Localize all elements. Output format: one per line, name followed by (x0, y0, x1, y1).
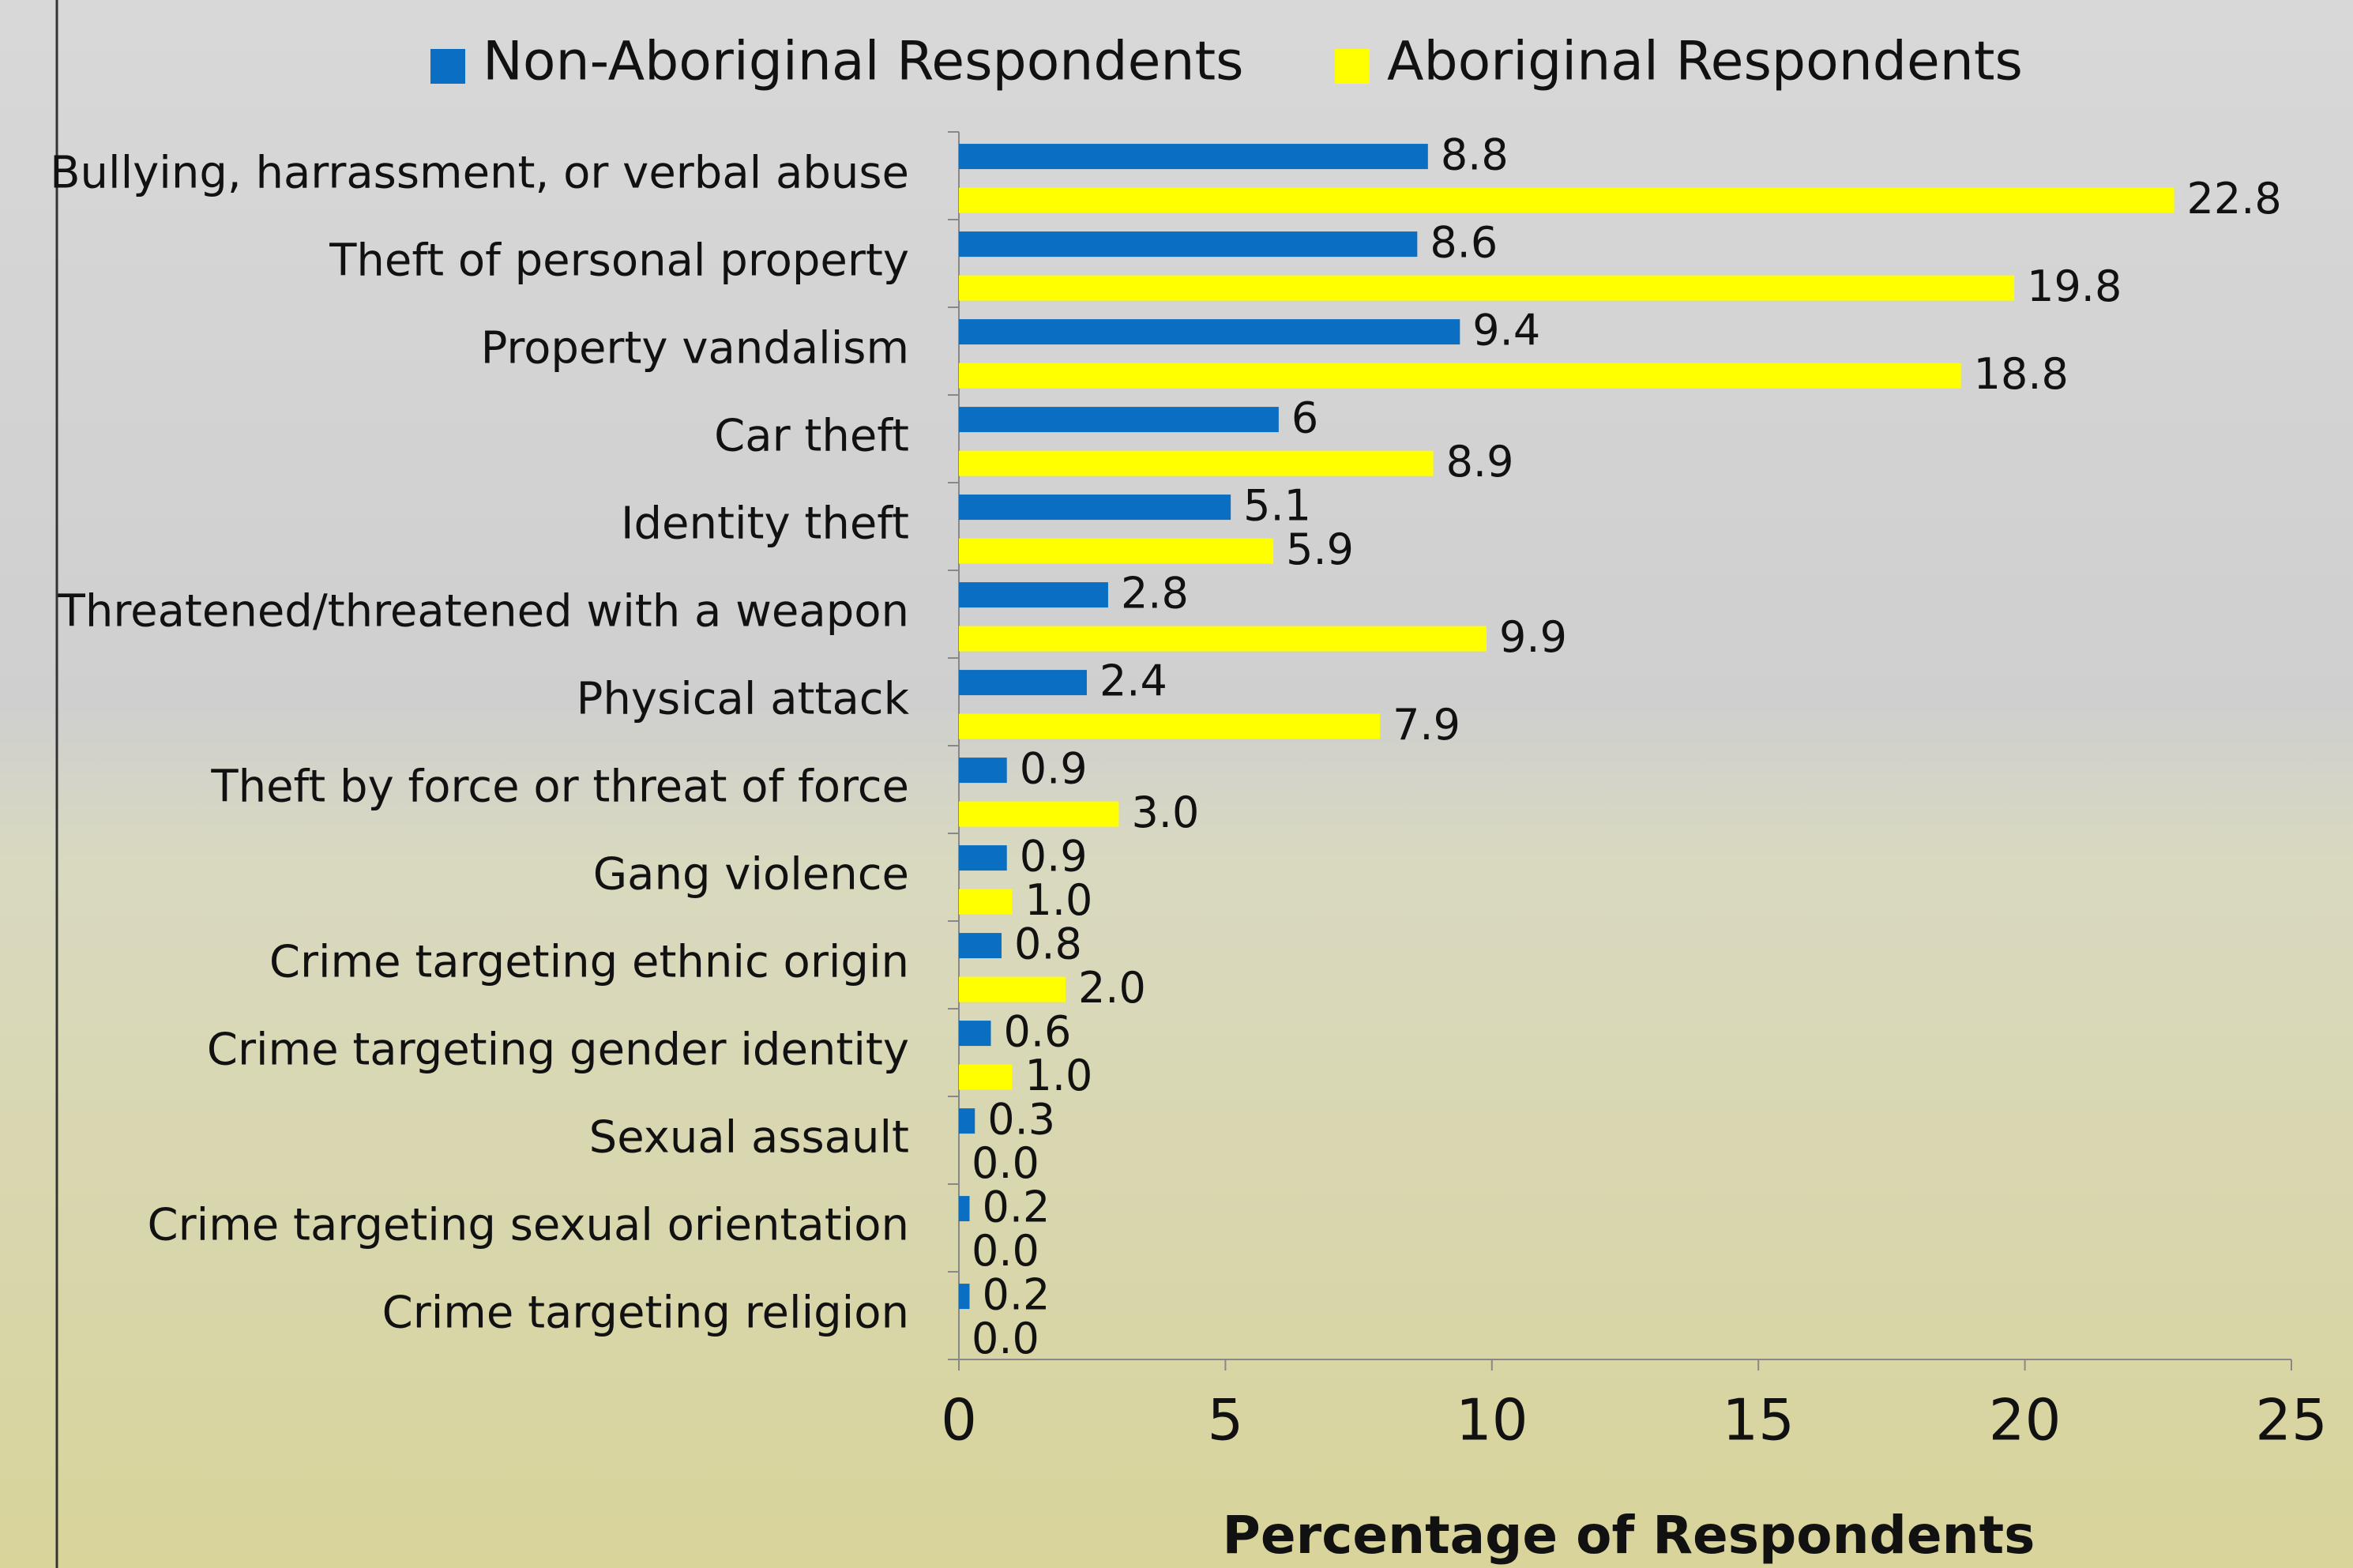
value-label: 0.9 (1020, 744, 1088, 794)
value-label: 0.8 (1014, 919, 1082, 969)
value-label: 0.2 (982, 1270, 1050, 1320)
value-label: 2.0 (1078, 963, 1146, 1013)
value-label: 9.4 (1472, 306, 1540, 355)
value-label: 1.0 (1024, 1051, 1092, 1100)
category-label: Car theft (714, 411, 909, 462)
legend-label: Aboriginal Respondents (1387, 31, 2023, 93)
bar (959, 319, 1460, 344)
bar (959, 1065, 1012, 1090)
value-label: 5.9 (1286, 525, 1354, 574)
value-label: 1.0 (1024, 875, 1092, 925)
value-label: 5.1 (1243, 481, 1311, 531)
value-label: 2.8 (1121, 569, 1189, 619)
value-label: 22.8 (2187, 174, 2282, 224)
category-label: Physical attack (577, 674, 910, 725)
bar (959, 977, 1066, 1002)
legend-label: Non-Aboriginal Respondents (483, 31, 1244, 93)
category-label: Crime targeting sexual orientation (148, 1200, 909, 1251)
category-label: Theft of personal property (329, 235, 909, 287)
x-tick-label: 15 (1722, 1387, 1795, 1453)
bar (959, 670, 1087, 695)
category-label: Theft by force or threat of force (210, 761, 909, 813)
value-label: 6 (1291, 393, 1318, 443)
value-label: 0.3 (987, 1095, 1055, 1145)
x-tick-label: 20 (1989, 1387, 2062, 1453)
value-label: 8.9 (1446, 437, 1514, 487)
bar (959, 582, 1108, 607)
bar (959, 802, 1118, 827)
legend-swatch (430, 49, 465, 84)
value-label: 8.6 (1430, 218, 1498, 268)
bar (959, 845, 1007, 870)
bar (959, 1021, 990, 1046)
bar (959, 451, 1434, 476)
bar (959, 1284, 969, 1309)
value-label: 8.8 (1441, 130, 1509, 180)
category-label: Identity theft (621, 498, 909, 550)
value-label: 9.9 (1499, 612, 1567, 662)
x-tick-label: 5 (1207, 1387, 1243, 1453)
value-label: 3.0 (1131, 788, 1199, 837)
value-label: 0.6 (1003, 1007, 1071, 1057)
category-label: Threatened/threatened with a weapon (58, 586, 909, 637)
value-label: 18.8 (1974, 349, 2069, 399)
category-label: Sexual assault (589, 1112, 909, 1164)
bar (959, 276, 2014, 301)
category-label: Crime targeting gender identity (207, 1025, 909, 1076)
x-tick-label: 25 (2255, 1387, 2328, 1453)
value-label: 7.9 (1393, 700, 1460, 750)
bar (959, 494, 1231, 520)
value-label: 0.2 (982, 1183, 1050, 1232)
legend-swatch (1335, 49, 1370, 84)
bar (959, 1196, 969, 1221)
bar (959, 144, 1428, 169)
category-label: Property vandalism (481, 323, 909, 374)
category-label: Crime targeting ethnic origin (269, 937, 909, 988)
chart: Percentage of Respondents Non-Aboriginal… (0, 0, 2353, 1568)
bar (959, 889, 1012, 915)
bar (959, 626, 1487, 652)
value-label: 0.9 (1020, 832, 1088, 882)
category-label: Crime targeting religion (382, 1288, 909, 1339)
value-label: 0.0 (972, 1226, 1039, 1276)
value-label: 0.0 (972, 1138, 1039, 1188)
bar (959, 539, 1273, 564)
bar (959, 758, 1007, 783)
bar (959, 1108, 975, 1134)
value-label: 2.4 (1099, 656, 1167, 706)
x-tick-label: 0 (941, 1387, 977, 1453)
bar (959, 714, 1380, 739)
bar (959, 407, 1279, 432)
x-tick-label: 10 (1456, 1387, 1528, 1453)
bar (959, 363, 1961, 389)
value-label: 19.8 (2027, 261, 2122, 311)
category-label: Bullying, harrassment, or verbal abuse (50, 148, 909, 199)
category-label: Gang violence (593, 849, 909, 901)
bar (959, 188, 2174, 213)
value-label: 0.0 (972, 1314, 1039, 1363)
bar (959, 933, 1002, 958)
bar (959, 231, 1417, 257)
x-axis-title: Percentage of Respondents (1223, 1505, 2035, 1566)
